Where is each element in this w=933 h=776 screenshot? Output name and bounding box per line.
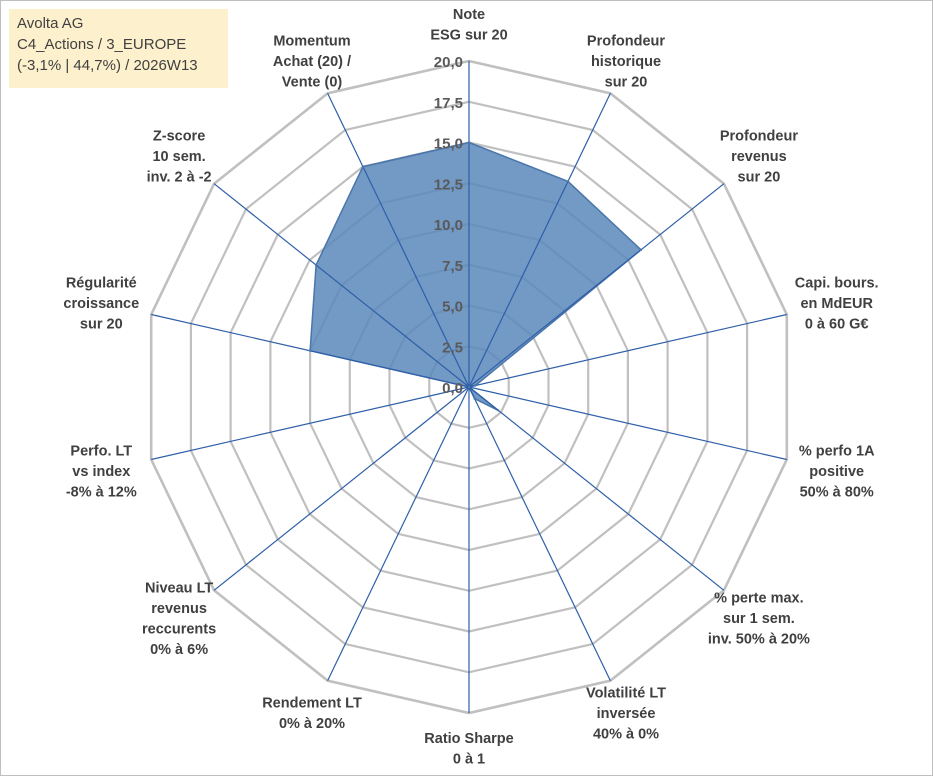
data-point — [467, 385, 471, 389]
axis-label-line: sur 20 — [80, 317, 123, 333]
axis-label-line: Ratio Sharpe — [424, 731, 513, 747]
axis-label-line: sur 20 — [738, 169, 781, 185]
axis-label: Capi. bours. en MdEUR 0 à 60 G€ — [795, 276, 879, 333]
tick-label: 10,0 — [434, 217, 463, 234]
axis-spoke — [468, 386, 725, 591]
axis-label-line: Niveau LT — [145, 581, 213, 597]
axis-label: % perte max. sur 1 sem. inv. 50% à 20% — [708, 591, 810, 648]
data-series-area — [309, 141, 643, 412]
axis-label-line: Profondeur — [587, 34, 665, 50]
axis-spoke — [468, 386, 611, 681]
axis-label-line: Régularité — [66, 276, 137, 292]
axis-spoke — [151, 386, 470, 461]
axis-label-line: 50% à 80% — [800, 484, 874, 500]
axis-label-line: Profondeur — [720, 128, 798, 144]
tick-label: 0,0 — [442, 380, 463, 397]
axis-label: Z-score 10 sem. inv. 2 à -2 — [147, 128, 212, 185]
axis-spoke — [213, 183, 470, 388]
axis-label: Régularité croissance sur 20 — [63, 276, 139, 333]
data-point — [308, 349, 312, 352]
data-point — [566, 180, 570, 183]
axis-label-line: en MdEUR — [800, 296, 873, 312]
axis-label: Volatilité LT inversée 40% à 0% — [586, 686, 666, 743]
axis-label-line: Perfo. LT — [70, 443, 132, 459]
axis-spoke — [468, 183, 725, 388]
axis-spoke — [327, 93, 470, 388]
axis-spoke — [213, 386, 470, 591]
axis-label-line: Vente (0) — [282, 75, 343, 91]
axis-label-line: vs index — [72, 464, 130, 480]
axis-label-line: inv. 2 à -2 — [147, 169, 212, 185]
axis-label-line: 40% à 0% — [593, 727, 659, 743]
axis-label-line: inversée — [597, 706, 656, 722]
axis-label-line: revenus — [731, 149, 787, 165]
data-point — [361, 165, 365, 168]
data-point — [474, 384, 477, 387]
data-point — [497, 409, 500, 412]
axis-label-line: inv. 50% à 20% — [708, 632, 810, 648]
category-label: C4_Actions / 3_EUROPE — [17, 36, 187, 53]
axis-label: Note ESG sur 20 — [430, 7, 507, 44]
axis-label-line: Volatilité LT — [586, 686, 666, 702]
tick-label: 17,5 — [434, 95, 463, 112]
axis-label-line: Momentum — [273, 34, 350, 50]
axis-label-line: Capi. bours. — [795, 276, 879, 292]
performance-period: (-3,1% | 44,7%) / 2026W13 — [17, 57, 198, 74]
tick-label: 20,0 — [434, 54, 463, 71]
tick-label: 15,0 — [434, 136, 463, 153]
tick-label: 2,5 — [442, 339, 463, 356]
axis-label-line: reccurents — [142, 622, 216, 638]
axis-label-line: croissance — [63, 296, 139, 312]
axis-label-line: historique — [591, 54, 661, 70]
axis-label: Niveau LT revenus reccurents 0% à 6% — [142, 581, 216, 659]
axis-label-line: % perfo 1A — [799, 443, 875, 459]
axis-label-line: 0 à 60 G€ — [805, 317, 869, 333]
axis-label-line: Achat (20) / — [273, 54, 351, 70]
axis-spoke — [468, 386, 787, 461]
axis-label-line: % perte max. — [714, 591, 803, 607]
axis-label-line: 0% à 20% — [279, 716, 345, 732]
axis-label: Rendement LT 0% à 20% — [262, 696, 362, 733]
tick-label: 7,5 — [442, 258, 463, 275]
tick-label: 12,5 — [434, 176, 463, 193]
axis-label: Perfo. LT vs index -8% à 12% — [66, 443, 137, 500]
axis-label-line: ESG sur 20 — [430, 28, 507, 44]
tick-label: 5,0 — [442, 299, 463, 316]
company-name: Avolta AG — [17, 15, 84, 32]
axis-label-line: Z-score — [153, 128, 205, 144]
axis-label: % perfo 1A positive 50% à 80% — [799, 443, 875, 500]
data-point — [314, 263, 318, 267]
axis-label: Ratio Sharpe 0 à 1 — [424, 731, 513, 768]
axis-label-line: 0% à 6% — [150, 642, 208, 658]
axis-label-line: sur 1 sem. — [723, 611, 795, 627]
data-point — [467, 141, 471, 144]
axis-label: Profondeur historique sur 20 — [587, 34, 665, 91]
axis-spoke — [468, 93, 611, 388]
axis-label-line: 10 sem. — [152, 149, 205, 165]
data-point — [473, 397, 476, 400]
axis-label-line: revenus — [151, 601, 207, 617]
axis-label-line: positive — [809, 464, 864, 480]
axis-spoke — [327, 386, 470, 681]
axis-label: Profondeur revenus sur 20 — [720, 128, 798, 185]
axis-label-line: Rendement LT — [262, 696, 362, 712]
axis-label-line: 0 à 1 — [453, 752, 485, 768]
axis-label-line: -8% à 12% — [66, 484, 137, 500]
data-point — [639, 248, 643, 251]
axis-label-line: sur 20 — [605, 75, 648, 91]
info-box: Avolta AG C4_Actions / 3_EUROPE (-3,1% |… — [9, 9, 228, 88]
axis-label-line: Note — [453, 7, 485, 23]
axis-spoke — [468, 313, 787, 388]
axis-label: Momentum Achat (20) / Vente (0) — [273, 34, 351, 91]
